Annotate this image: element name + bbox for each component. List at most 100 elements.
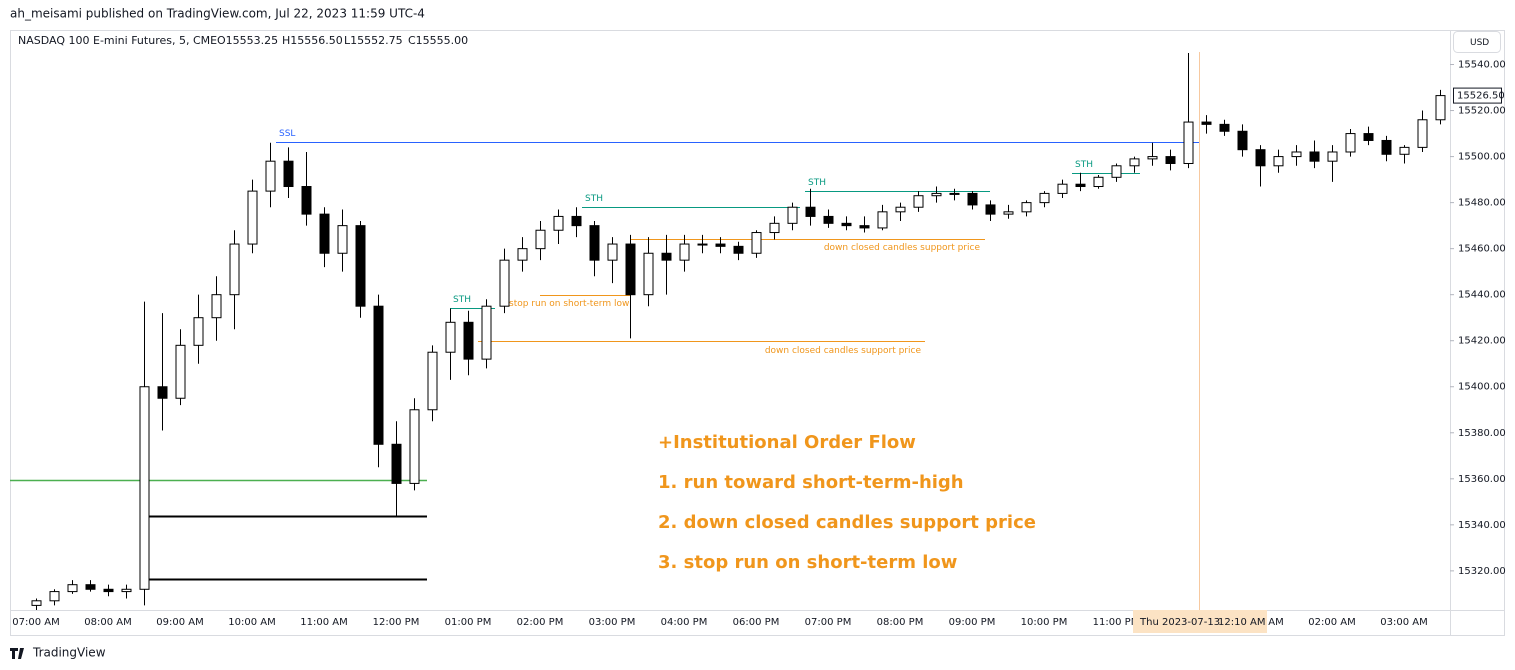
candle-body [1093, 176, 1104, 188]
candle-body [1021, 202, 1032, 213]
candle-body [553, 215, 564, 231]
x-tick-label: 11:00 AM [300, 617, 347, 628]
x-tick-label: 03:00 PM [589, 617, 636, 628]
y-tick-label: 15360.00 [1458, 474, 1506, 485]
candle-body [409, 409, 420, 484]
candle-body [1399, 146, 1410, 155]
note: +Institutional Order Flow [658, 432, 916, 453]
level-label: STH [585, 194, 603, 204]
candle-body [427, 351, 438, 411]
y-tick-label: 15320.00 [1458, 566, 1506, 577]
y-tick-label: 15340.00 [1458, 520, 1506, 531]
candle-body [769, 222, 780, 234]
level-label: SSL [279, 129, 295, 139]
candle-body [571, 215, 582, 227]
candle-body [1345, 133, 1356, 153]
y-tick-label: 15500.00 [1458, 152, 1506, 163]
candle-body [841, 222, 852, 227]
candle-body [103, 588, 114, 593]
candle-body [733, 245, 744, 254]
level-label: down closed candles support price [824, 243, 981, 253]
candle-body [517, 248, 528, 261]
x-tick-label: 10:00 AM [228, 617, 275, 628]
candle-body [1165, 156, 1176, 164]
candle-body [751, 232, 762, 254]
candle-body [67, 584, 78, 593]
level-label: stop run on short-term low [509, 299, 629, 309]
candle-body [157, 386, 168, 399]
candle-body [1039, 192, 1050, 204]
x-tick-label: 09:00 PM [949, 617, 996, 628]
candle-body [1057, 183, 1068, 194]
candle-body [499, 259, 510, 307]
candle-body [481, 305, 492, 360]
ohlc-value: O15553.25 [217, 34, 278, 47]
x-tick-label: 11:00 PM [1093, 617, 1140, 628]
candle-body [337, 225, 348, 254]
candle-body [697, 243, 708, 246]
candle-body [823, 215, 834, 224]
candle-body [1147, 156, 1158, 160]
candle-body [949, 192, 960, 195]
x-tick-label: 09:00 AM [156, 617, 203, 628]
candle-body [967, 192, 978, 206]
crosshair-time: 12:10 AM [1218, 617, 1265, 628]
level-label: down closed candles support price [765, 346, 922, 356]
level-label: STH [808, 178, 826, 188]
y-tick-label: 15540.00 [1458, 60, 1506, 71]
x-tick-label: 04:00 PM [661, 617, 708, 628]
candle-body [175, 344, 186, 399]
candle-body [301, 186, 312, 215]
y-tick-label: 15380.00 [1458, 428, 1506, 439]
currency[interactable]: USD [1470, 38, 1489, 48]
level-label: STH [1075, 160, 1093, 170]
logo [10, 648, 24, 659]
candle-body [985, 204, 996, 215]
candle-body [1075, 183, 1086, 188]
candle-body [193, 317, 204, 346]
ohlc-value: L15552.75 [344, 34, 403, 47]
candle-body [589, 225, 600, 261]
candle-body [787, 206, 798, 224]
candle-body [607, 243, 618, 261]
note: 2. down closed candles support price [658, 512, 1036, 533]
candle-body [679, 243, 690, 261]
candle-body [391, 443, 402, 484]
candle-body [1183, 121, 1194, 164]
candle-body [319, 213, 330, 254]
x-tick-label: 08:00 AM [84, 617, 131, 628]
crosshair-date: Thu 2023-07-13 [1139, 617, 1220, 628]
candle-body [139, 386, 150, 590]
candle-body [463, 321, 474, 360]
ohlc-value: C15555.00 [408, 34, 468, 47]
candle-body [1291, 151, 1302, 158]
candle-body [1417, 119, 1428, 148]
candle-body [1327, 151, 1338, 162]
candle-body [1219, 123, 1230, 132]
x-tick-label: 06:00 PM [733, 617, 780, 628]
candle-body [445, 321, 456, 353]
candle-body [1435, 95, 1446, 121]
chart-frame [10, 30, 1505, 636]
candle-body [229, 243, 240, 296]
candle-body [85, 584, 96, 590]
candle-body [355, 225, 366, 307]
candle-body [247, 190, 258, 245]
x-tick-label: 02:00 PM [517, 617, 564, 628]
candle-body [913, 195, 924, 208]
currency-button[interactable] [1453, 31, 1501, 53]
chart-title: NASDAQ 100 E-mini Futures, 5, CME [18, 34, 217, 47]
candle-body [931, 192, 942, 197]
candle-body [895, 206, 906, 213]
publisher: ah_meisami published on TradingView.com,… [10, 7, 425, 21]
x-tick-label: 01:00 PM [445, 617, 492, 628]
footer-brand: TradingView [32, 646, 106, 660]
x-tick-label: 07:00 PM [805, 617, 852, 628]
candle-body [715, 243, 726, 247]
candle-body [805, 206, 816, 217]
x-tick-label: 10:00 PM [1021, 617, 1068, 628]
candle-body [211, 294, 222, 319]
last-price-label: 15526.50 [1457, 91, 1505, 102]
candle-body [265, 160, 276, 192]
